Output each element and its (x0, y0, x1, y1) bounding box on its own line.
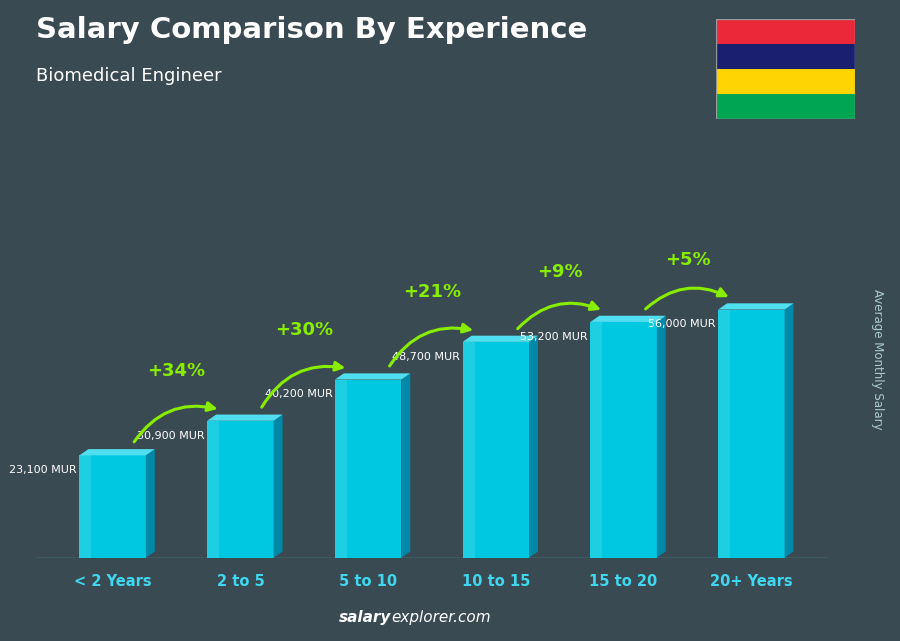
Polygon shape (79, 455, 92, 558)
Polygon shape (146, 449, 155, 558)
Text: Salary Comparison By Experience: Salary Comparison By Experience (36, 16, 587, 44)
Polygon shape (463, 342, 474, 558)
Polygon shape (463, 342, 529, 558)
Text: +30%: +30% (275, 320, 333, 338)
Polygon shape (718, 310, 785, 558)
Polygon shape (335, 373, 410, 379)
Polygon shape (590, 322, 657, 558)
Text: 40,200 MUR: 40,200 MUR (265, 390, 332, 399)
Polygon shape (463, 336, 538, 342)
Text: 30,900 MUR: 30,900 MUR (137, 431, 204, 440)
Bar (716, 69, 855, 94)
Polygon shape (590, 316, 666, 322)
Text: +34%: +34% (148, 362, 205, 380)
Text: salary: salary (339, 610, 392, 625)
Polygon shape (657, 316, 666, 558)
Polygon shape (79, 455, 146, 558)
Polygon shape (207, 420, 274, 558)
Polygon shape (590, 322, 602, 558)
Text: Average Monthly Salary: Average Monthly Salary (871, 288, 884, 429)
Polygon shape (79, 449, 155, 455)
Text: Biomedical Engineer: Biomedical Engineer (36, 67, 221, 85)
Text: +5%: +5% (665, 251, 710, 269)
Text: 53,200 MUR: 53,200 MUR (520, 332, 588, 342)
Bar (716, 19, 855, 44)
Polygon shape (401, 373, 410, 558)
Polygon shape (529, 336, 538, 558)
Polygon shape (785, 303, 794, 558)
Text: explorer.com: explorer.com (392, 610, 491, 625)
Polygon shape (207, 420, 219, 558)
Bar (716, 94, 855, 119)
Text: 56,000 MUR: 56,000 MUR (648, 319, 716, 329)
Text: +9%: +9% (537, 263, 582, 281)
Polygon shape (207, 415, 283, 420)
Text: +21%: +21% (403, 283, 461, 301)
Text: 23,100 MUR: 23,100 MUR (9, 465, 77, 475)
Polygon shape (718, 303, 794, 310)
Text: 48,700 MUR: 48,700 MUR (392, 352, 460, 362)
Polygon shape (718, 310, 730, 558)
Polygon shape (335, 379, 346, 558)
Bar (716, 44, 855, 69)
Polygon shape (274, 415, 283, 558)
Polygon shape (335, 379, 401, 558)
